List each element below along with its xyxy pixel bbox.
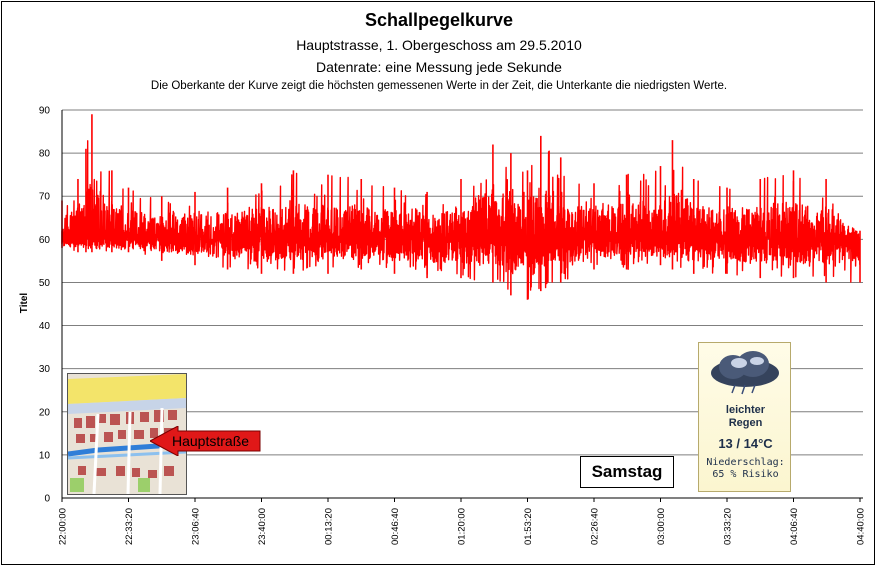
weather-temperature: 13 / 14°C [718,436,773,451]
chart-title: Schallpegelkurve [364,10,514,30]
x-tick-label: 01:20:00 [457,508,468,545]
weather-condition-line1: leichter [725,404,766,416]
y-tick-label: 40 [39,321,51,332]
hauptstrasse-callout-label: Hauptstraße [172,433,250,449]
chart-subtitle-location: Hauptstrasse, 1. Obergeschoss am 29.5.20… [296,37,582,53]
y-tick-label: 60 [39,235,51,246]
x-tick-label: 04:40:00 [856,508,867,545]
x-tick-label: 00:46:40 [390,508,401,545]
x-tick-label: 02:26:40 [590,508,601,545]
x-tick-label: 01:53:20 [523,508,534,545]
y-axis-label: Titel [19,293,30,314]
x-tick-label: 23:06:40 [191,508,202,545]
y-tick-label: 0 [44,494,50,505]
x-tick-label: 00:13:20 [324,508,335,545]
rain-cloud-icon [711,351,779,395]
hauptstrasse-callout-arrow [150,426,261,456]
day-label: Samstag [580,456,674,488]
weather-box: leichter Regen 13 / 14°C Niederschlag: 6… [698,342,791,492]
weather-precip-value: 65 % Risiko [712,469,779,480]
chart-subtitle-datarate: Datenrate: eine Messung jede Sekunde [316,59,562,75]
x-tick-label: 23:40:00 [257,508,268,545]
x-tick-label: 03:33:20 [723,508,734,545]
x-tick-label: 22:00:00 [58,508,69,545]
y-tick-label: 30 [39,364,51,375]
y-tick-label: 90 [39,106,51,117]
x-tick-label: 03:00:00 [656,508,667,545]
weather-precip-label: Niederschlag: [706,457,785,468]
y-tick-label: 70 [39,192,51,203]
y-tick-label: 50 [39,278,51,289]
weather-condition-line2: Regen [728,417,763,429]
y-tick-label: 80 [39,149,51,160]
y-tick-label: 20 [39,407,51,418]
chart-subtitle-explanation: Die Oberkante der Kurve zeigt die höchst… [150,80,728,92]
weather-condition: leichter Regen [699,404,792,430]
x-tick-label: 04:06:40 [789,508,800,545]
y-tick-label: 10 [39,450,51,461]
x-tick-label: 22:33:20 [124,508,135,545]
weather-precipitation: Niederschlag: 65 % Risiko [699,457,792,481]
